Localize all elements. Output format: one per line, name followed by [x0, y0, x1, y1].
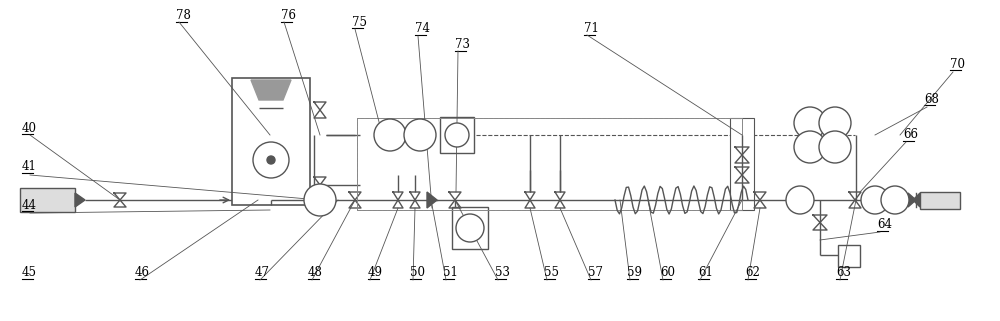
Text: 49: 49 — [368, 266, 383, 279]
Circle shape — [819, 107, 851, 139]
Text: 60: 60 — [660, 266, 675, 279]
Text: 64: 64 — [877, 218, 892, 231]
Circle shape — [794, 107, 826, 139]
Circle shape — [786, 186, 814, 214]
Text: 74: 74 — [415, 22, 430, 35]
Bar — [357, 118, 742, 210]
Text: 76: 76 — [281, 10, 296, 22]
Circle shape — [881, 186, 909, 214]
Text: 40: 40 — [22, 122, 37, 135]
Text: 57: 57 — [588, 266, 603, 279]
Text: 71: 71 — [584, 22, 599, 35]
Bar — [730, 118, 754, 210]
Circle shape — [304, 184, 336, 216]
Circle shape — [794, 131, 826, 163]
Text: 41: 41 — [22, 160, 37, 173]
Circle shape — [445, 123, 469, 147]
Bar — [920, 192, 960, 209]
Text: 68: 68 — [924, 93, 939, 106]
Polygon shape — [908, 193, 916, 207]
Text: 61: 61 — [698, 266, 713, 279]
Text: 70: 70 — [950, 58, 965, 71]
Text: 62: 62 — [745, 266, 760, 279]
Bar — [838, 245, 860, 267]
Text: 59: 59 — [627, 266, 642, 279]
Circle shape — [456, 214, 484, 242]
Circle shape — [253, 142, 289, 178]
Bar — [20, 188, 75, 212]
Text: 51: 51 — [443, 266, 458, 279]
Text: 45: 45 — [22, 266, 37, 279]
Circle shape — [404, 119, 436, 151]
Circle shape — [374, 119, 406, 151]
Text: 75: 75 — [352, 16, 367, 29]
Text: 48: 48 — [308, 266, 323, 279]
Text: 53: 53 — [495, 266, 510, 279]
Text: 47: 47 — [255, 266, 270, 279]
Text: 63: 63 — [836, 266, 851, 279]
Text: 50: 50 — [410, 266, 425, 279]
Text: 44: 44 — [22, 199, 37, 212]
Bar — [357, 118, 742, 210]
Circle shape — [267, 156, 275, 164]
Circle shape — [861, 186, 889, 214]
Bar — [232, 78, 310, 205]
Polygon shape — [913, 193, 920, 207]
Circle shape — [819, 131, 851, 163]
Text: 46: 46 — [135, 266, 150, 279]
Text: 73: 73 — [455, 39, 470, 51]
Text: 78: 78 — [176, 10, 191, 22]
Polygon shape — [75, 193, 85, 207]
Text: 66: 66 — [903, 128, 918, 141]
Bar — [440, 117, 474, 153]
Bar — [452, 207, 488, 249]
Polygon shape — [427, 192, 437, 208]
Polygon shape — [251, 80, 291, 100]
Text: 55: 55 — [544, 266, 559, 279]
